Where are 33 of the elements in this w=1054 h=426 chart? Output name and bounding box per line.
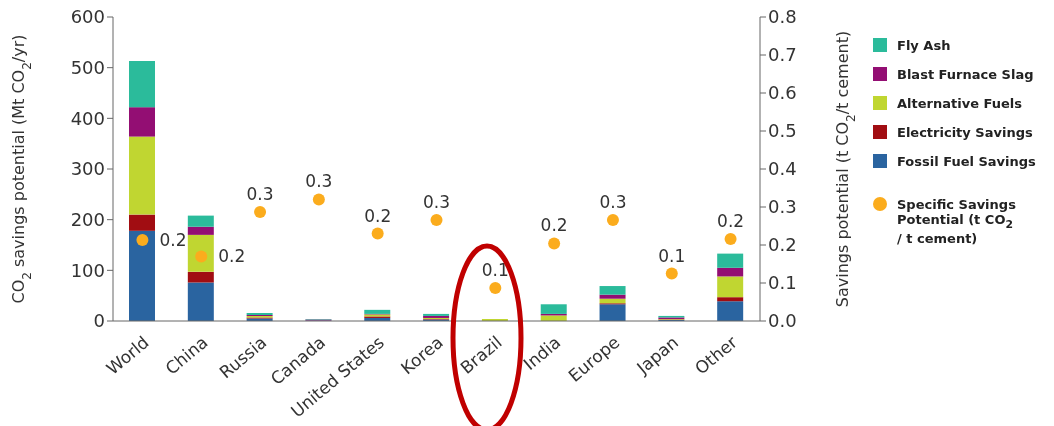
y-tick-label: 0 [93, 310, 105, 332]
data-label: 0.3 [422, 191, 451, 212]
y2-tick-label: 0.4 [768, 158, 797, 180]
y-tick-label: 600 [70, 6, 105, 28]
legend-label: Blast Furnace Slag [897, 67, 1035, 82]
y-tick-label: 500 [70, 57, 105, 79]
y-tick-label: 200 [70, 209, 105, 231]
data-label: 0.3 [305, 171, 333, 192]
text: Specific Savings Potential (t CO$_{2}$ / t cement) [897, 197, 1016, 246]
y2-tick-label: 0.0 [768, 310, 797, 332]
data-label: 0.3 [246, 183, 274, 204]
legend-label: Alternative Fuels [897, 96, 1023, 111]
y2-tick-label: 0.7 [768, 44, 797, 66]
data-label: 0.2 [159, 230, 187, 251]
data-label: 0.2 [540, 215, 568, 236]
data-label: 0.2 [717, 210, 745, 231]
data-label: 0.1 [481, 259, 509, 280]
data-label: 0.2 [218, 246, 246, 267]
legend-label: Fossil Fuel Savings [897, 154, 1037, 169]
y2-tick-label: 0.8 [768, 6, 797, 28]
data-label: 0.2 [364, 205, 392, 226]
y2-tick-label: 0.3 [768, 196, 797, 218]
data-label: 0.3 [599, 191, 627, 212]
legend-label: Fly Ash [897, 38, 952, 53]
y2-tick-label: 0.6 [768, 82, 797, 104]
y2-tick-label: 0.2 [768, 234, 797, 256]
y-tick-label: 400 [70, 107, 105, 129]
y-tick-label: 100 [70, 259, 105, 281]
legend-label: Electricity Savings [897, 125, 1034, 140]
y2-tick-label: 0.1 [768, 272, 797, 294]
y-tick-label: 300 [70, 158, 105, 180]
data-label: 0.1 [658, 245, 686, 266]
y2-tick-label: 0.5 [768, 120, 797, 142]
